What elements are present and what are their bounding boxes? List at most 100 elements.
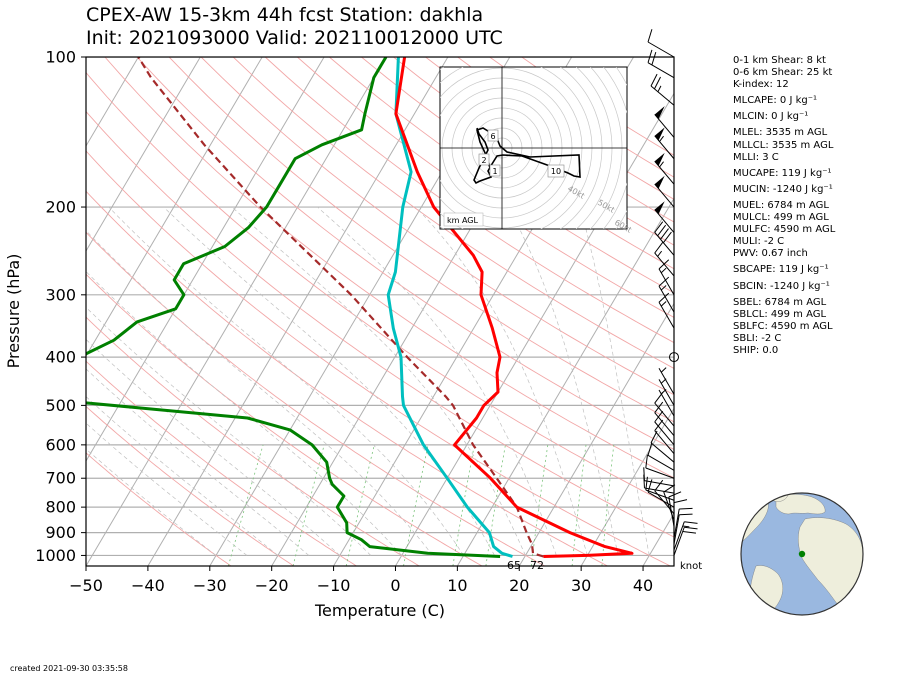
barb-half-flag [657,250,663,257]
barb-flag [658,276,670,287]
dry-adiabat-line [86,110,674,538]
moist-adiabat-line [86,368,310,556]
y-tick-label: 700 [45,469,76,488]
isotherm-line [86,57,139,147]
wind-unit-label: knot [680,561,702,572]
barb-staff [654,114,675,138]
barb-pennant [654,201,665,215]
y-tick-label: 800 [45,498,76,517]
moist-adiabat-line [86,396,279,556]
barb-half-flag [682,525,690,528]
barb-staff [658,301,675,329]
moist-adiabat-line [86,422,248,556]
y-tick-label: 200 [45,198,76,217]
barb-pennant [654,175,665,189]
isotherm-line [86,57,263,357]
wind-barb [673,507,693,539]
barb-flag [654,242,664,254]
series-line [386,57,513,558]
hodograph-trace [473,127,581,185]
barb-staff [654,421,675,446]
barb-flag [654,76,661,90]
dry-adiabat-line [86,405,294,566]
x-tick-label: −10 [317,576,351,595]
isotherm-line [580,407,674,566]
index-entry: MLEL: 3535 m AGL [733,127,828,139]
barb-staff [654,232,675,256]
height-marker: 6 [490,132,495,141]
isotherm-line [86,57,387,566]
barb-staff [647,62,675,79]
dry-adiabat-line [297,57,674,318]
wind-barb [658,292,675,329]
dry-adiabat-line [86,316,420,566]
barb-flag [647,442,653,456]
index-entry: 0-6 km Shear: 25 kt [733,67,833,79]
calm-wind-circle [669,352,679,363]
barb-flag [643,467,645,481]
index-entry: MULI: -2 C [733,236,785,248]
barb-staff [654,430,675,455]
height-marker: 1 [492,167,497,176]
y-tick-label: 500 [45,396,76,415]
x-tick-label: −50 [69,576,103,595]
barb-flag [654,410,664,423]
barb-staff [658,389,675,417]
barb-flag [654,479,664,492]
height-marker-box [489,164,501,177]
barb-flag [650,73,658,87]
x-axis-label: Temperature (C) [314,601,445,620]
wind-barb [654,221,675,256]
barb-half-flag [659,161,664,168]
index-entry: SBCIN: -1240 J kg⁻¹ [733,280,830,292]
wind-barb [650,430,675,463]
y-tick-label: 400 [45,348,76,367]
barb-staff [658,379,675,406]
dry-adiabat-line [168,57,674,423]
chart-subtitle: Init: 2021093000 Valid: 202110012000 UTC [86,27,503,49]
isotherm-line [86,57,325,462]
wind-barbs [643,29,698,556]
globe-land-europe [775,494,826,515]
dry-adiabat-line [136,57,674,450]
dry-adiabat-line [104,57,674,479]
index-entry: SBCAPE: 119 J kg⁻¹ [733,264,829,276]
index-entry: MUEL: 6784 m AGL [733,199,829,211]
hodograph-legend-box [443,212,484,227]
mixing-ratio-line [601,444,615,566]
height-marker-box [478,153,490,166]
barb-staff [647,491,675,508]
index-entry: MLLI: 3 C [733,151,779,163]
wind-barb [654,152,675,185]
barb-flag [679,507,693,510]
dry-adiabat-line [264,57,674,344]
moist-adiabat-line [415,206,588,556]
moist-adiabat-line [579,206,650,556]
y-axis-label: Pressure (hPa) [4,254,23,369]
isotherm-line [395,92,674,566]
x-tick-label: 10 [447,576,467,595]
y-tick-label: 1000 [35,546,76,565]
index-entry: K-index: 12 [733,79,789,91]
dry-adiabat-line [86,190,608,566]
dry-adiabat-line [86,231,545,566]
barb-staff [644,487,675,494]
barb-staff [654,252,675,277]
wind-barb [647,442,675,471]
barb-flag [673,499,688,504]
index-entry: MLCAPE: 0 J kg⁻¹ [733,95,818,107]
moist-adiabat-line [86,306,372,556]
x-tick-label: 20 [509,576,529,595]
background-lines [86,57,674,566]
moist-adiabat-line [507,206,619,556]
barb-half-flag [660,367,667,373]
barb-flag [668,491,682,498]
barb-pennant [654,152,665,166]
barb-staff [658,368,675,395]
wind-barb [654,201,675,233]
barb-flag [651,51,657,66]
moist-adiabat-line [231,206,526,556]
wind-barb [669,352,679,363]
wind-barb [654,127,675,160]
